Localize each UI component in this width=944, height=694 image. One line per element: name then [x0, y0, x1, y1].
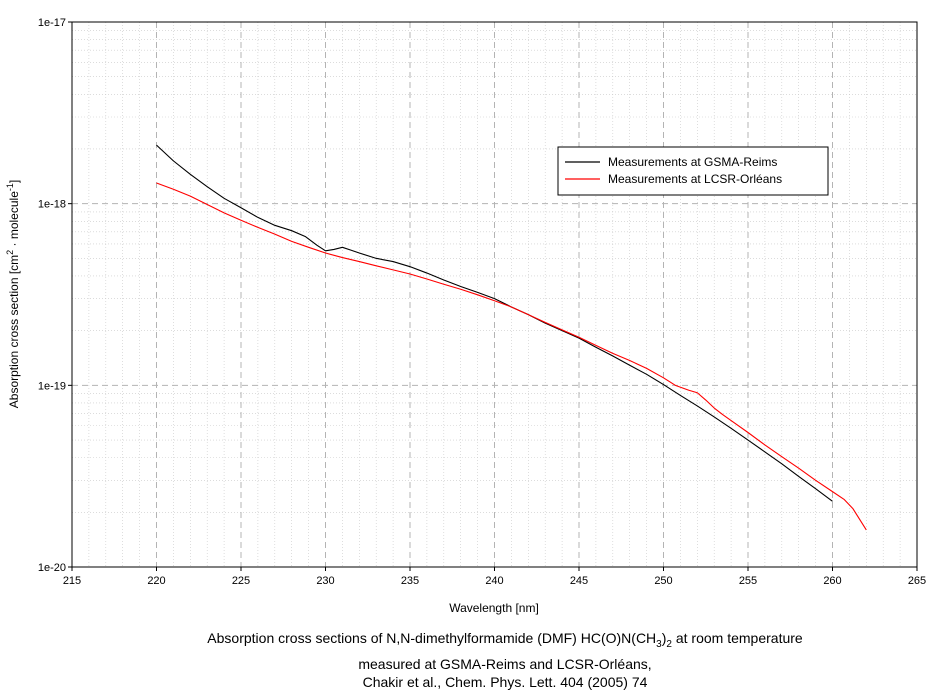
x-tick-label: 245 — [570, 575, 588, 587]
x-tick-label: 235 — [401, 575, 419, 587]
series-group — [156, 144, 867, 531]
x-tick-label: 250 — [654, 575, 672, 587]
series-line-gsma — [156, 144, 833, 502]
legend-box — [557, 146, 829, 196]
caption-line-1-suffix: at room temperature — [671, 630, 803, 646]
y-axis-title-sup2: -1 — [5, 183, 15, 191]
x-axis-title: Wavelength [nm] — [449, 601, 539, 615]
caption-line-1: Absorption cross sections of N,N-dimethy… — [0, 630, 944, 650]
caption-line-1-sub2: 2 — [666, 638, 672, 650]
caption-line-1-sub: 3 — [656, 638, 662, 650]
x-tick-label: 265 — [908, 575, 926, 587]
x-tick-label: 260 — [823, 575, 841, 587]
y-tick-label: 1e-18 — [38, 199, 66, 211]
y-axis-title-main: Absorption cross section [cm — [7, 255, 21, 408]
y-axis-title-mid: · molecule — [7, 191, 21, 250]
axis-ticks: 215 220 225 230 235 240 245 250 255 260 265 1e-20 1e… — [38, 17, 926, 587]
caption-line-1-prefix: Absorption cross sections of N,N-dimethy… — [207, 630, 657, 646]
grid-minor — [72, 22, 917, 567]
x-tick-label: 215 — [63, 575, 81, 587]
y-tick-label: 1e-17 — [38, 17, 66, 29]
x-tick-label: 220 — [147, 575, 165, 587]
y-axis-title-sup1: 2 — [5, 250, 15, 255]
y-tick-label: 1e-20 — [38, 562, 66, 574]
y-axis-title: Absorption cross section [cm2 · molecule… — [5, 180, 21, 408]
caption-line-2: measured at GSMA-Reims and LCSR-Orléans, — [358, 656, 652, 672]
caption-line-1-mid: ) — [661, 630, 667, 646]
y-axis-title-end: ] — [7, 180, 21, 183]
series-line-lcsr — [156, 182, 867, 531]
legend: Measurements at GSMA-Reims Measurements … — [557, 146, 829, 196]
legend-label-lcsr: Measurements at LCSR-Orléans — [608, 172, 782, 186]
caption-line-3: Chakir et al., Chem. Phys. Lett. 404 (20… — [362, 674, 648, 690]
x-tick-label: 225 — [232, 575, 250, 587]
y-tick-label: 1e-19 — [38, 380, 66, 392]
x-tick-label: 240 — [485, 575, 503, 587]
legend-label-gsma: Measurements at GSMA-Reims — [608, 155, 777, 169]
x-tick-label: 230 — [316, 575, 334, 587]
x-tick-label: 255 — [739, 575, 757, 587]
grid-major — [72, 22, 917, 567]
